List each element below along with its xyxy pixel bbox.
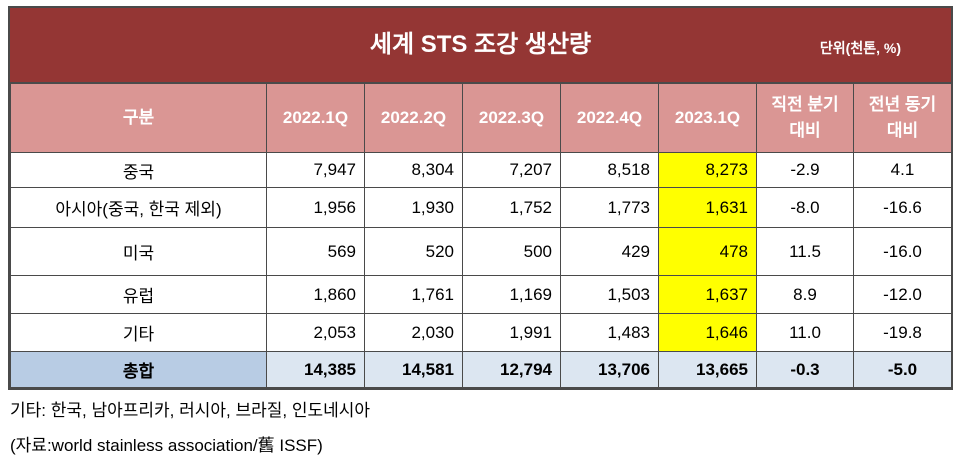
title-bar: 세계 STS 조강 생산량 단위(천톤, %) xyxy=(10,8,951,83)
table-row: 유럽 1,860 1,761 1,169 1,503 1,637 8.9 -12… xyxy=(10,275,952,314)
header-2022-4q: 2022.4Q xyxy=(560,83,659,153)
cell-yoy: -16.6 xyxy=(853,187,952,228)
total-value: 13,665 xyxy=(658,351,757,388)
table-row: 아시아(중국, 한국 제외) 1,956 1,930 1,752 1,773 1… xyxy=(10,187,952,228)
header-category: 구분 xyxy=(10,83,267,153)
cell-value: 1,773 xyxy=(560,187,659,228)
cell-yoy: 4.1 xyxy=(853,152,952,188)
header-2023-1q: 2023.1Q xyxy=(658,83,757,153)
total-value: 13,706 xyxy=(560,351,659,388)
cell-value: 1,503 xyxy=(560,275,659,314)
header-2022-2q: 2022.2Q xyxy=(364,83,463,153)
cell-value: 1,956 xyxy=(266,187,365,228)
data-table-container: 세계 STS 조강 생산량 단위(천톤, %) 구분 2022.1Q 2022.… xyxy=(8,6,953,390)
row-label: 유럽 xyxy=(10,275,267,314)
cell-value: 500 xyxy=(462,227,561,276)
table-row: 중국 7,947 8,304 7,207 8,518 8,273 -2.9 4.… xyxy=(10,152,952,188)
total-value: 14,385 xyxy=(266,351,365,388)
header-qoq: 직전 분기 대비 xyxy=(756,83,854,153)
cell-yoy: -12.0 xyxy=(853,275,952,314)
cell-value-highlighted: 478 xyxy=(658,227,757,276)
total-qoq: -0.3 xyxy=(756,351,854,388)
total-row: 총합 14,385 14,581 12,794 13,706 13,665 -0… xyxy=(10,351,952,388)
row-label: 중국 xyxy=(10,152,267,188)
header-yoy: 전년 동기 대비 xyxy=(853,83,952,153)
cell-value: 1,860 xyxy=(266,275,365,314)
footnote-other-countries: 기타: 한국, 남아프리카, 러시아, 브라질, 인도네시아 xyxy=(10,401,371,420)
total-label: 총합 xyxy=(10,351,267,388)
header-2022-1q: 2022.1Q xyxy=(266,83,365,153)
total-value: 14,581 xyxy=(364,351,463,388)
table-title: 세계 STS 조강 생산량 xyxy=(369,31,592,58)
cell-value: 1,991 xyxy=(462,313,561,352)
footnote-source: (자료:world stainless association/舊 ISSF) xyxy=(10,436,323,455)
cell-value: 2,053 xyxy=(266,313,365,352)
unit-label: 단위(천톤, %) xyxy=(819,40,901,56)
row-label: 기타 xyxy=(10,313,267,352)
cell-qoq: 11.5 xyxy=(756,227,854,276)
cell-value: 1,930 xyxy=(364,187,463,228)
cell-value-highlighted: 1,631 xyxy=(658,187,757,228)
cell-value: 7,947 xyxy=(266,152,365,188)
cell-value: 8,304 xyxy=(364,152,463,188)
table-row: 기타 2,053 2,030 1,991 1,483 1,646 11.0 -1… xyxy=(10,313,952,352)
cell-value-highlighted: 1,646 xyxy=(658,313,757,352)
header-row: 구분 2022.1Q 2022.2Q 2022.3Q 2022.4Q 2023.… xyxy=(10,83,952,153)
cell-value: 569 xyxy=(266,227,365,276)
cell-value: 1,752 xyxy=(462,187,561,228)
cell-value: 8,518 xyxy=(560,152,659,188)
cell-yoy: -16.0 xyxy=(853,227,952,276)
cell-value: 2,030 xyxy=(364,313,463,352)
cell-value: 7,207 xyxy=(462,152,561,188)
cell-value: 1,761 xyxy=(364,275,463,314)
header-2022-3q: 2022.3Q xyxy=(462,83,561,153)
cell-qoq: -8.0 xyxy=(756,187,854,228)
cell-value: 1,483 xyxy=(560,313,659,352)
cell-yoy: -19.8 xyxy=(853,313,952,352)
cell-value-highlighted: 8,273 xyxy=(658,152,757,188)
cell-value: 1,169 xyxy=(462,275,561,314)
row-label: 미국 xyxy=(10,227,267,276)
cell-qoq: 8.9 xyxy=(756,275,854,314)
cell-value: 429 xyxy=(560,227,659,276)
cell-value-highlighted: 1,637 xyxy=(658,275,757,314)
cell-qoq: 11.0 xyxy=(756,313,854,352)
production-table: 구분 2022.1Q 2022.2Q 2022.3Q 2022.4Q 2023.… xyxy=(10,83,952,388)
total-value: 12,794 xyxy=(462,351,561,388)
cell-qoq: -2.9 xyxy=(756,152,854,188)
cell-value: 520 xyxy=(364,227,463,276)
row-label: 아시아(중국, 한국 제외) xyxy=(10,187,267,228)
total-yoy: -5.0 xyxy=(853,351,952,388)
table-row: 미국 569 520 500 429 478 11.5 -16.0 xyxy=(10,227,952,276)
